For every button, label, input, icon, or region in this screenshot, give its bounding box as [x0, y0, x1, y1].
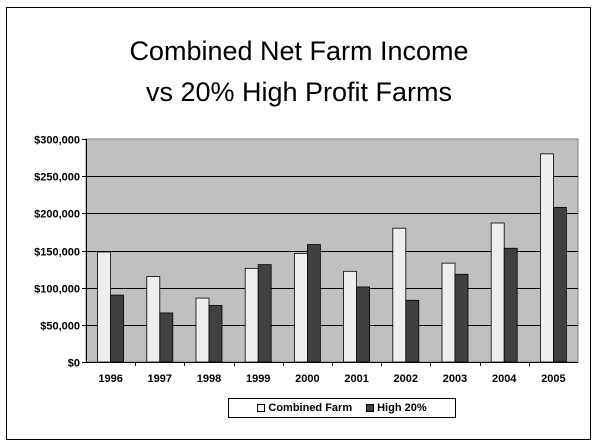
- bar-high-20--2004: [503, 247, 518, 363]
- bar-high-20--1996: [110, 294, 124, 363]
- bar-combined-farm-1997: [146, 276, 161, 363]
- x-tick-label: 2000: [295, 373, 319, 385]
- x-tick-label: 2003: [443, 373, 467, 385]
- bar-combined-farm-2005: [540, 153, 554, 363]
- y-tick-label: $300,000: [34, 135, 80, 147]
- bar-combined-farm-2001: [343, 270, 358, 363]
- y-tick-label: $150,000: [34, 247, 80, 259]
- bar-high-20--1997: [159, 312, 174, 363]
- bar-high-20--1998: [208, 305, 223, 363]
- bar-high-20--2003: [454, 273, 469, 363]
- legend-label-combined-farm: Combined Farm: [268, 402, 353, 414]
- bar-combined-farm-2003: [441, 262, 456, 363]
- bar-combined-farm-1998: [195, 297, 210, 363]
- legend-swatch-combined-farm: [257, 404, 266, 412]
- legend-item-high-20: High 20%: [366, 402, 427, 414]
- x-tick-label: 1996: [98, 373, 122, 385]
- bar-high-20--1999: [257, 264, 272, 363]
- chart-title-line-2: vs 20% High Profit Farms: [145, 77, 453, 107]
- y-tick-label: $200,000: [34, 209, 80, 221]
- legend-label-high-20: High 20%: [377, 402, 427, 414]
- bar-high-20--2000: [306, 244, 321, 363]
- bar-combined-farm-1996: [97, 251, 111, 363]
- x-tick-label: 1999: [246, 373, 270, 385]
- bar-combined-farm-2004: [490, 222, 505, 363]
- legend-swatch-high-20: [366, 404, 375, 412]
- bar-combined-farm-2000: [293, 253, 308, 363]
- legend-item-combined-farm: Combined Farm: [257, 402, 352, 414]
- bar-combined-farm-2002: [392, 227, 407, 363]
- x-tick-label: 1997: [148, 373, 172, 385]
- x-tick-label: 1998: [197, 373, 221, 385]
- chart-title-line-1: Combined Net Farm Income: [129, 36, 469, 66]
- x-tick-label: 2002: [394, 373, 418, 385]
- chart-legend: Combined Farm High 20%: [228, 398, 456, 418]
- y-tick-label: $0: [68, 358, 80, 370]
- bar-high-20--2002: [405, 299, 420, 363]
- bar-combined-farm-1999: [244, 267, 259, 363]
- x-tick-label: 2005: [541, 373, 565, 385]
- x-tick-label: 2004: [492, 373, 517, 385]
- bar-high-20--2005: [553, 206, 567, 363]
- y-tick-label: $100,000: [34, 284, 80, 296]
- y-tick-label: $250,000: [34, 172, 80, 184]
- y-tick-label: $50,000: [40, 321, 80, 333]
- bar-high-20--2001: [356, 286, 371, 363]
- x-tick-label: 2001: [344, 373, 368, 385]
